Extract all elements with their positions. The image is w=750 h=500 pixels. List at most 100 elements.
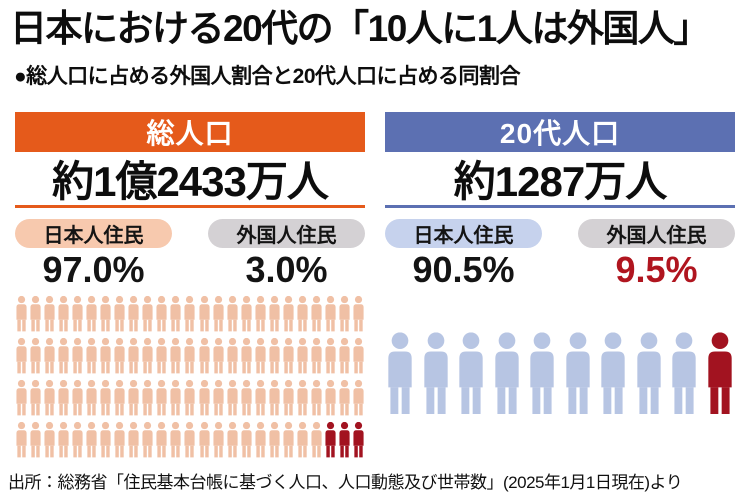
twenties-population-value: 約1287万人 bbox=[453, 157, 667, 205]
panel-twenties-header-label: 20代人口 bbox=[499, 118, 621, 149]
person-icon bbox=[113, 294, 126, 334]
person-icon bbox=[127, 336, 140, 376]
panel-twenties-header: 20代人口 bbox=[385, 112, 735, 152]
person-icon bbox=[310, 336, 323, 376]
person-icon bbox=[598, 324, 628, 424]
person-icon bbox=[240, 378, 253, 418]
person-icon bbox=[310, 420, 323, 460]
legend-foreign-residents: 外国人住民 bbox=[208, 219, 365, 248]
person-icon bbox=[198, 378, 211, 418]
person-icon bbox=[15, 420, 28, 460]
person-icon bbox=[282, 378, 295, 418]
foreign-percent-twenties: 9.5% bbox=[615, 249, 698, 290]
person-icon bbox=[169, 294, 182, 334]
person-icon bbox=[338, 336, 351, 376]
person-icon bbox=[57, 378, 70, 418]
person-icon bbox=[99, 378, 112, 418]
person-icon bbox=[282, 336, 295, 376]
person-icon bbox=[240, 420, 253, 460]
person-icon bbox=[85, 336, 98, 376]
person-icon bbox=[705, 324, 735, 424]
person-icon bbox=[85, 378, 98, 418]
person-icon bbox=[15, 294, 28, 334]
person-icon bbox=[113, 336, 126, 376]
person-icon bbox=[99, 420, 112, 460]
legend-foreign-residents: 外国人住民 bbox=[578, 219, 735, 248]
person-icon bbox=[240, 336, 253, 376]
person-icon bbox=[57, 294, 70, 334]
person-icon bbox=[268, 294, 281, 334]
person-icon bbox=[352, 336, 365, 376]
person-icon bbox=[29, 378, 42, 418]
person-icon bbox=[310, 378, 323, 418]
person-icon bbox=[226, 294, 239, 334]
pictogram-twenties-population bbox=[385, 324, 735, 424]
person-icon bbox=[183, 294, 196, 334]
japanese-percent-twenties: 90.5% bbox=[412, 249, 515, 290]
person-icon bbox=[183, 378, 196, 418]
total-legend-row: 日本人住民 外国人住民 bbox=[15, 219, 365, 248]
person-icon bbox=[352, 420, 365, 460]
person-icon bbox=[141, 336, 154, 376]
person-icon bbox=[57, 336, 70, 376]
person-icon bbox=[155, 336, 168, 376]
person-icon bbox=[99, 294, 112, 334]
person-icon bbox=[15, 336, 28, 376]
total-divider bbox=[15, 205, 365, 208]
person-icon bbox=[226, 420, 239, 460]
person-icon bbox=[85, 420, 98, 460]
person-icon bbox=[141, 294, 154, 334]
person-icon bbox=[57, 420, 70, 460]
person-icon bbox=[169, 336, 182, 376]
person-icon bbox=[338, 420, 351, 460]
person-icon bbox=[198, 420, 211, 460]
person-icon bbox=[71, 378, 84, 418]
person-icon bbox=[198, 294, 211, 334]
person-icon bbox=[99, 336, 112, 376]
person-icon bbox=[421, 324, 451, 424]
person-icon bbox=[226, 336, 239, 376]
person-icon bbox=[29, 336, 42, 376]
person-icon bbox=[268, 336, 281, 376]
person-icon bbox=[310, 294, 323, 334]
person-icon bbox=[492, 324, 522, 424]
person-icon bbox=[127, 420, 140, 460]
person-icon bbox=[254, 294, 267, 334]
person-icon bbox=[29, 420, 42, 460]
person-icon bbox=[169, 378, 182, 418]
person-icon bbox=[212, 294, 225, 334]
person-icon bbox=[127, 294, 140, 334]
japanese-percent-total: 97.0% bbox=[42, 249, 145, 290]
person-icon bbox=[141, 378, 154, 418]
total-population-value: 約1億2433万人 bbox=[52, 157, 329, 205]
person-icon bbox=[155, 420, 168, 460]
person-icon bbox=[155, 294, 168, 334]
person-icon bbox=[71, 336, 84, 376]
twenties-divider bbox=[385, 205, 735, 208]
person-icon bbox=[85, 294, 98, 334]
person-icon bbox=[324, 294, 337, 334]
page-title: 日本における20代の「10人に1人は外国人」 bbox=[10, 8, 710, 49]
person-icon bbox=[324, 336, 337, 376]
person-icon bbox=[563, 324, 593, 424]
person-icon bbox=[456, 324, 486, 424]
person-icon bbox=[43, 420, 56, 460]
person-icon bbox=[141, 420, 154, 460]
person-icon bbox=[183, 336, 196, 376]
person-icon bbox=[113, 378, 126, 418]
person-icon bbox=[240, 294, 253, 334]
person-icon bbox=[324, 420, 337, 460]
person-icon bbox=[127, 378, 140, 418]
legend-japanese-residents: 日本人住民 bbox=[385, 219, 542, 248]
person-icon bbox=[43, 378, 56, 418]
person-icon bbox=[43, 336, 56, 376]
person-icon bbox=[254, 336, 267, 376]
person-icon bbox=[71, 420, 84, 460]
person-icon bbox=[43, 294, 56, 334]
person-icon bbox=[15, 378, 28, 418]
person-icon bbox=[198, 336, 211, 376]
person-icon bbox=[338, 294, 351, 334]
person-icon bbox=[212, 420, 225, 460]
person-icon bbox=[268, 378, 281, 418]
